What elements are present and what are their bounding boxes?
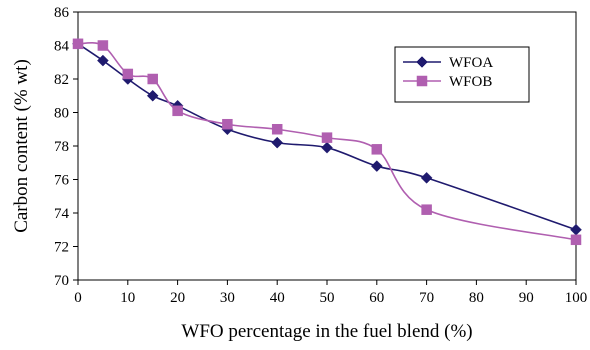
legend-item-wfob: WFOB (403, 74, 492, 90)
data-point-wfoa (321, 141, 333, 154)
data-point-wfob (421, 204, 432, 215)
data-point-wfoa (271, 136, 284, 149)
x-tick-label: 30 (220, 290, 235, 306)
y-tick-label: 76 (54, 173, 70, 189)
y-tick-label: 82 (54, 72, 69, 88)
legend-item-wfoa: WFOA (403, 55, 493, 71)
legend-box (394, 46, 530, 103)
legend-swatch-marker (416, 75, 428, 87)
data-point-wfoa (370, 160, 383, 172)
y-tick-label: 84 (54, 39, 70, 55)
data-point-wfob (72, 38, 84, 50)
data-point-wfoa (146, 89, 159, 102)
x-axis-title: WFO percentage in the fuel blend (%) (181, 321, 472, 342)
data-point-wfob (172, 105, 183, 117)
legend-label: WFOA (449, 55, 493, 71)
data-point-wfoa (97, 54, 109, 67)
x-tick-label: 60 (369, 290, 384, 306)
x-tick-label: 0 (74, 290, 82, 306)
data-point-wfob (321, 132, 333, 143)
data-point-wfoa (420, 171, 433, 184)
x-tick-label: 70 (419, 290, 434, 306)
data-point-wfoa (570, 223, 582, 236)
series-layer (72, 37, 582, 246)
y-tick-label: 80 (54, 106, 69, 122)
y-tick-label: 78 (54, 139, 69, 155)
data-point-wfob (271, 124, 283, 135)
x-tick-label: 80 (469, 290, 484, 306)
data-point-wfob (147, 73, 158, 85)
x-tick-label: 10 (120, 290, 135, 306)
x-tick-label: 90 (519, 290, 534, 306)
x-tick-label: 40 (270, 290, 285, 306)
data-point-wfob (122, 68, 134, 80)
data-point-wfob (371, 144, 383, 155)
y-tick-label: 70 (54, 273, 69, 289)
data-point-wfob (570, 234, 582, 246)
legend: WFOA WFOB (394, 46, 530, 103)
x-tick-label: 100 (565, 290, 588, 306)
x-axis: 0 10 20 30 40 50 60 70 80 90 100 (74, 280, 587, 306)
x-tick-label: 20 (170, 290, 185, 306)
data-point-wfob (97, 40, 109, 51)
y-tick-label: 72 (54, 240, 69, 256)
data-point-wfob (222, 118, 233, 130)
y-axis: 70 72 74 76 78 80 82 84 86 (54, 5, 78, 289)
y-tick-label: 74 (54, 206, 70, 222)
series-wfob (72, 38, 582, 246)
y-axis-title: Carbon content (% wt) (11, 59, 32, 233)
legend-swatch-marker (416, 56, 428, 68)
x-tick-label: 50 (320, 290, 335, 306)
legend-label: WFOB (449, 74, 492, 90)
y-tick-label: 86 (54, 5, 70, 21)
